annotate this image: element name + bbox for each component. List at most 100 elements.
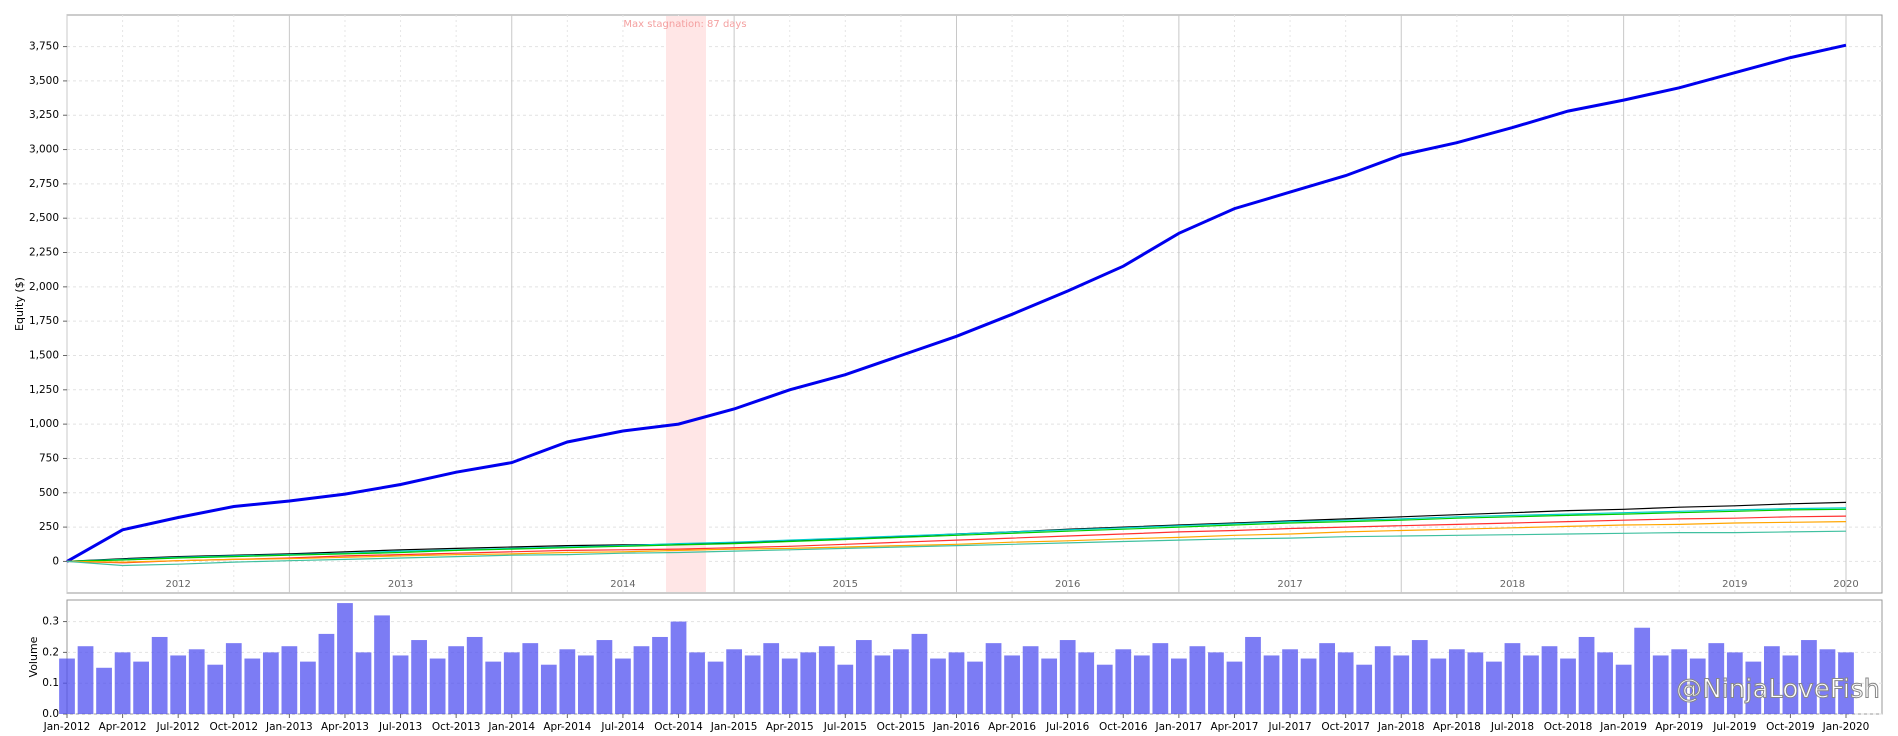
volume-bar xyxy=(596,640,613,714)
volume-bar xyxy=(967,661,983,714)
volume-bar xyxy=(1411,640,1428,714)
volume-bar xyxy=(930,658,946,714)
year-label: 2013 xyxy=(388,579,413,590)
volume-bar xyxy=(522,643,539,714)
y-tick-label: 2,250 xyxy=(29,247,59,259)
volume-bar xyxy=(244,658,261,714)
volume-bar xyxy=(800,652,817,714)
x-tick-label: Jan-2015 xyxy=(710,721,758,733)
volume-bar xyxy=(1838,652,1854,714)
volume-bar xyxy=(540,664,557,714)
year-label: 2019 xyxy=(1722,579,1747,590)
year-label: 2020 xyxy=(1833,579,1858,590)
y-tick-label: 0.0 xyxy=(42,708,59,720)
y-axis-label: Volume xyxy=(27,636,40,677)
volume-bar xyxy=(559,649,576,714)
volume-bar xyxy=(1689,658,1706,714)
volume-bar xyxy=(1448,649,1465,714)
x-tick-label: Oct-2019 xyxy=(1766,721,1815,733)
x-tick-label: Jul-2018 xyxy=(1490,721,1534,733)
volume-bar xyxy=(114,652,131,714)
volume-bar xyxy=(1300,658,1317,714)
volume-bar xyxy=(485,661,502,714)
volume-bar xyxy=(707,661,724,714)
volume-bar xyxy=(1504,643,1521,714)
y-tick-label: 3,250 xyxy=(29,109,59,121)
equity-line xyxy=(66,43,1847,563)
volume-bar xyxy=(374,615,390,714)
volume-bar xyxy=(300,661,316,714)
x-tick-label: Jul-2015 xyxy=(823,721,867,733)
x-tick-label: Jul-2016 xyxy=(1045,721,1089,733)
x-tick-label: Apr-2015 xyxy=(766,721,814,733)
volume-bar xyxy=(1078,652,1095,714)
volume-bar xyxy=(1170,658,1187,714)
volume-bar xyxy=(1115,649,1132,714)
volume-bar xyxy=(1356,664,1373,714)
stagnation-band xyxy=(666,16,706,592)
year-label: 2016 xyxy=(1055,579,1080,590)
volume-bar xyxy=(1671,649,1688,714)
volume-bar xyxy=(1430,658,1447,714)
volume-bar xyxy=(262,652,279,714)
x-tick-label: Oct-2012 xyxy=(209,721,258,733)
volume-bar xyxy=(1041,658,1058,714)
volume-bar xyxy=(59,658,75,714)
equity-line xyxy=(66,507,1847,562)
volume-bar xyxy=(1467,652,1484,714)
volume-bar xyxy=(1819,649,1836,714)
y-tick-label: 3,000 xyxy=(29,144,59,156)
volume-bar xyxy=(1615,664,1632,714)
volume-bar xyxy=(1523,655,1539,714)
volume-bar xyxy=(633,646,650,714)
volume-bar xyxy=(1189,646,1206,714)
volume-bar xyxy=(1578,636,1595,714)
x-tick-label: Jul-2014 xyxy=(600,721,644,733)
x-tick-label: Oct-2013 xyxy=(432,721,481,733)
volume-bar xyxy=(188,649,205,714)
volume-bar xyxy=(670,621,687,714)
volume-bar xyxy=(1763,646,1780,714)
volume-bar xyxy=(893,649,909,714)
y-tick-label: 3,750 xyxy=(29,41,59,53)
volume-bar xyxy=(837,664,854,714)
x-tick-label: Apr-2014 xyxy=(543,721,591,733)
volume-bar xyxy=(1745,661,1762,714)
volume-bar xyxy=(985,643,1002,714)
x-tick-label: Oct-2016 xyxy=(1099,721,1148,733)
y-tick-label: 2,000 xyxy=(29,281,59,293)
x-tick-label: Jan-2020 xyxy=(1822,721,1870,733)
volume-bar xyxy=(96,667,112,714)
volume-bar xyxy=(818,646,835,714)
volume-bar xyxy=(503,652,520,714)
volume-bar xyxy=(911,633,928,714)
y-tick-label: 1,750 xyxy=(29,315,59,327)
x-tick-label: Apr-2019 xyxy=(1655,721,1703,733)
volume-bar xyxy=(1393,655,1410,714)
volume-bar xyxy=(1226,661,1243,714)
x-tick-label: Jan-2012 xyxy=(43,721,91,733)
volume-bar xyxy=(577,655,594,714)
y-tick-label: 1,500 xyxy=(29,349,59,361)
x-tick-label: Jul-2012 xyxy=(156,721,200,733)
volume-bar xyxy=(170,655,187,714)
volume-bar xyxy=(318,633,335,714)
equity-line xyxy=(66,515,1847,564)
x-tick-label: Apr-2013 xyxy=(321,721,369,733)
volume-bar xyxy=(763,643,780,714)
x-tick-label: Oct-2014 xyxy=(654,721,703,733)
equity-line xyxy=(66,508,1847,562)
volume-bar xyxy=(874,655,891,714)
volume-bar xyxy=(1337,652,1354,714)
volume-bar xyxy=(207,664,224,714)
year-label: 2017 xyxy=(1277,579,1302,590)
equity-line xyxy=(66,521,1847,563)
volume-bar xyxy=(652,636,668,714)
year-label: 2012 xyxy=(165,579,190,590)
x-tick-label: Apr-2016 xyxy=(988,721,1036,733)
volume-bar xyxy=(1263,655,1280,714)
volume-bar xyxy=(1152,643,1169,714)
volume-bar xyxy=(1208,652,1224,714)
